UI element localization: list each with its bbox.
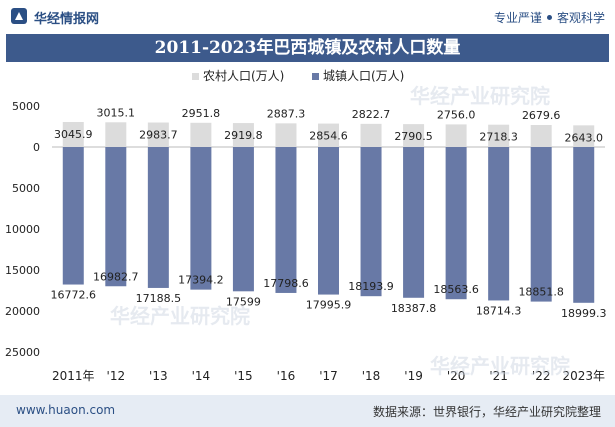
data-label-rural: 2951.8 — [182, 107, 221, 120]
title-bar: 2011-2023年巴西城镇及农村人口数量 — [6, 34, 609, 62]
data-label-rural: 2854.6 — [309, 130, 348, 143]
data-label-rural: 2643.0 — [564, 131, 603, 144]
bar-urban — [360, 147, 382, 297]
data-label-urban: 18193.9 — [348, 280, 394, 293]
brand-name[interactable]: 华经情报网 — [34, 12, 100, 27]
data-label-urban: 18851.8 — [518, 286, 564, 299]
x-tick-label: '21 — [489, 369, 508, 383]
data-label-rural: 2887.3 — [267, 107, 306, 120]
bar-urban — [190, 147, 212, 290]
legend-swatch-urban — [312, 73, 319, 80]
data-label-urban: 17995.9 — [306, 299, 352, 312]
bar-rural — [105, 122, 127, 147]
data-label-urban: 17394.2 — [178, 274, 224, 287]
data-label-rural: 3015.1 — [97, 106, 136, 119]
data-label-rural: 2790.5 — [394, 130, 433, 143]
bar-rural — [190, 122, 212, 147]
data-label-rural: 3045.9 — [54, 128, 93, 141]
bar-rural — [232, 123, 254, 147]
bar-rural — [530, 125, 552, 147]
footer-source: 数据来源：世界银行，华经产业研究院整理 — [372, 405, 601, 419]
bar-chart: 农村人口(万人) 城镇人口(万人) 5000 0 5000 10000 15000 20000… — [5, 69, 607, 383]
bar-urban — [62, 147, 84, 285]
x-tick-label: '19 — [404, 369, 423, 383]
data-label-urban: 17798.6 — [263, 277, 309, 290]
bar-rural — [360, 123, 382, 147]
data-label-rural: 2679.6 — [522, 109, 561, 122]
y-tick-label: 5000 — [12, 182, 40, 195]
data-label-rural: 2718.3 — [479, 131, 518, 144]
data-label-rural: 2919.8 — [224, 129, 263, 142]
bar-urban — [232, 147, 254, 292]
y-tick-label: 20000 — [5, 305, 40, 318]
bar-urban — [573, 147, 595, 303]
y-tick-label: 0 — [33, 141, 40, 154]
x-tick-label: '16 — [277, 369, 296, 383]
data-label-rural: 2983.7 — [139, 129, 178, 142]
bar-urban — [318, 147, 339, 295]
bar-urban — [445, 147, 467, 300]
data-label-urban: 18563.6 — [433, 283, 479, 296]
x-tick-label: '12 — [107, 369, 126, 383]
y-tick-label: 25000 — [5, 346, 40, 359]
x-tick-label: '15 — [234, 369, 253, 383]
legend-label-urban: 城镇人口(万人) — [323, 69, 404, 83]
data-label-urban: 17188.5 — [136, 292, 182, 305]
data-label-rural: 2822.7 — [352, 108, 391, 121]
slogan: 专业严谨 客观科学 — [494, 9, 605, 26]
slogan-right: 客观科学 — [556, 11, 605, 25]
bar-rural — [445, 124, 467, 147]
x-tick-label: '22 — [532, 369, 551, 383]
x-tick-label: 2023年 — [562, 369, 605, 383]
data-label-urban: 18999.3 — [561, 307, 607, 320]
bar-rural — [403, 124, 425, 147]
legend-swatch-rural — [192, 73, 199, 80]
footer-bar: www.huaon.com 数据来源：世界银行，华经产业研究院整理 — [0, 395, 615, 427]
footer-site-link[interactable]: www.huaon.com — [16, 403, 116, 417]
x-tick-label: 2011年 — [52, 369, 95, 383]
data-label-urban: 16982.7 — [93, 270, 139, 283]
chart-title: 2011-2023年巴西城镇及农村人口数量 — [154, 38, 461, 58]
x-tick-label: '18 — [362, 369, 381, 383]
bar-urban — [147, 147, 169, 288]
bar-rural — [318, 123, 339, 147]
x-tick-label: '14 — [192, 369, 211, 383]
bar-urban — [530, 147, 552, 302]
data-label-urban: 17599 — [226, 295, 261, 308]
watermark-1: 华经产业研究院 — [410, 84, 550, 108]
slogan-dot-icon — [546, 15, 552, 20]
bar-urban — [105, 147, 127, 287]
x-tick-label: '13 — [149, 369, 168, 383]
watermark-2: 华经产业研究院 — [110, 304, 250, 328]
y-tick-label: 15000 — [5, 264, 40, 277]
bar-rural — [573, 125, 595, 147]
bar-rural — [488, 124, 510, 147]
x-tick-label: '17 — [319, 369, 338, 383]
data-label-urban: 18714.3 — [476, 304, 522, 317]
bar-urban — [403, 147, 425, 298]
y-tick-label: 5000 — [12, 100, 40, 113]
y-tick-label: 10000 — [5, 223, 40, 236]
bar-urban — [488, 147, 510, 301]
bar-rural — [275, 123, 297, 147]
bar-rural — [62, 122, 84, 147]
bar-urban — [275, 147, 297, 293]
brand-logo-icon — [11, 8, 27, 24]
bar-rural — [147, 122, 169, 147]
legend-label-rural: 农村人口(万人) — [203, 69, 284, 83]
data-label-rural: 2756.0 — [437, 108, 476, 121]
slogan-left: 专业严谨 — [493, 11, 542, 25]
data-label-urban: 18387.8 — [391, 302, 437, 315]
data-label-urban: 16772.6 — [51, 289, 97, 302]
watermark-3: 华经产业研究院 — [430, 354, 570, 378]
header-bar: 华经情报网 专业严谨 客观科学 — [0, 0, 615, 32]
x-tick-label: '20 — [447, 369, 466, 383]
